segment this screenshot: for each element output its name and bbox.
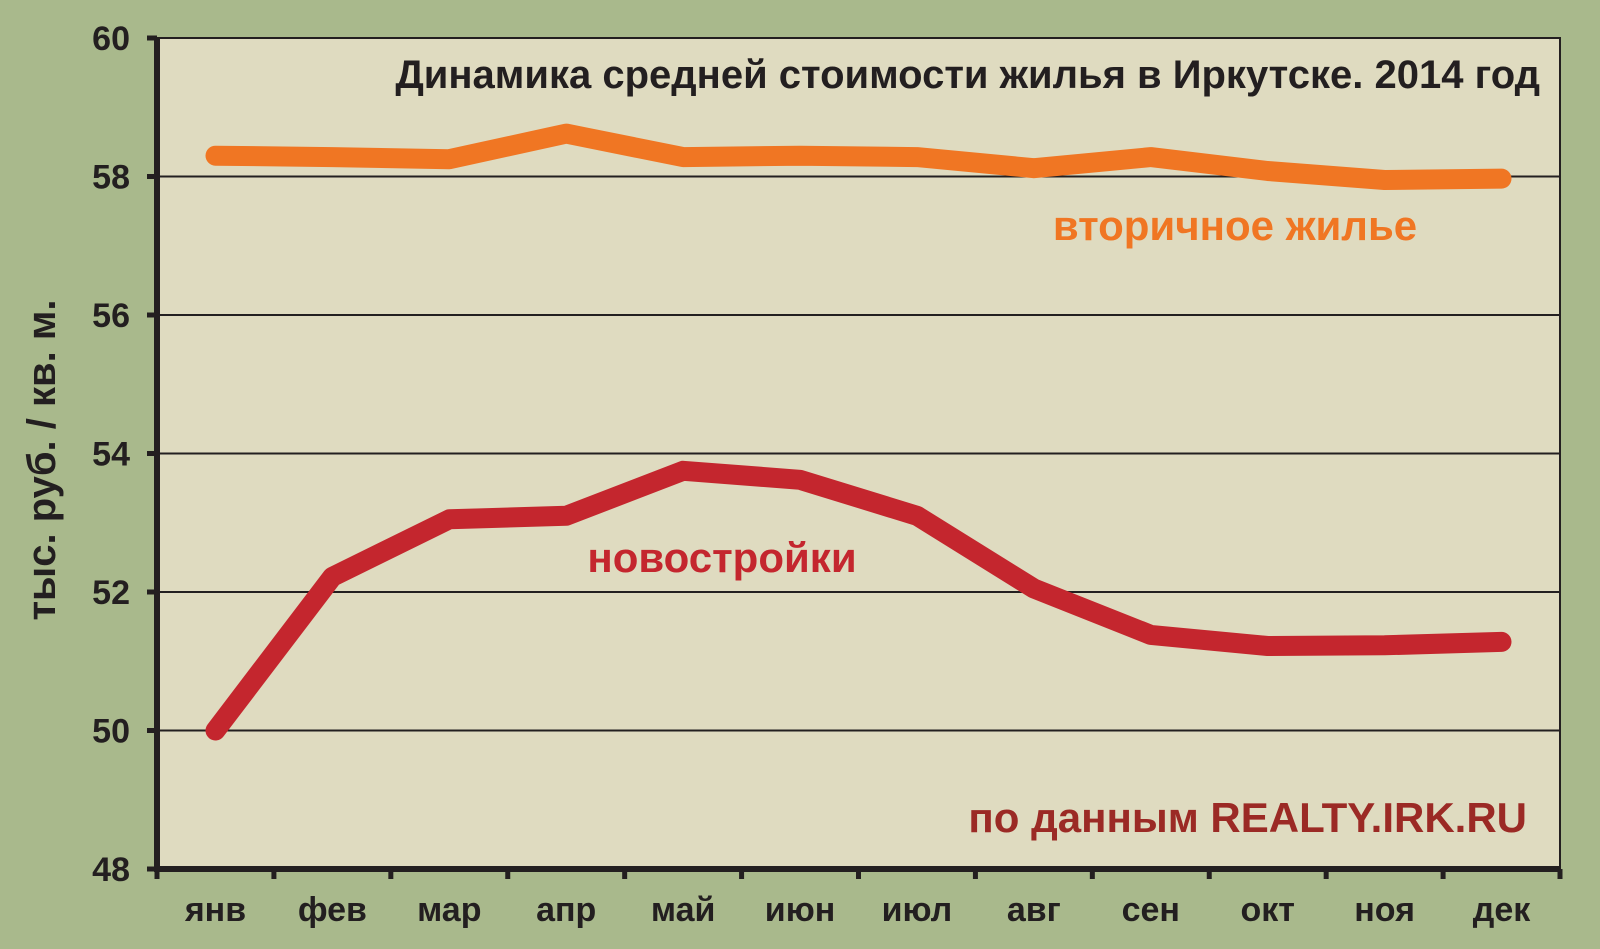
- data-point: [448, 518, 450, 520]
- x-tick-label: сен: [1122, 891, 1180, 929]
- data-point: [916, 156, 918, 158]
- y-tick-label: 58: [92, 159, 130, 197]
- x-tick-label: апр: [536, 891, 596, 929]
- x-tick-label: июл: [882, 891, 953, 929]
- y-tick-label: 48: [92, 851, 130, 889]
- data-source-note: по данным REALTY.IRK.RU: [968, 794, 1527, 841]
- data-point: [1384, 644, 1386, 646]
- series-label-new: новостройки: [587, 534, 856, 581]
- x-tick-label: ноя: [1354, 891, 1415, 929]
- axes: [147, 35, 1563, 879]
- x-tick-label: фев: [298, 891, 367, 929]
- y-tick-label: 60: [92, 20, 130, 58]
- x-tick-label: окт: [1240, 891, 1294, 929]
- series-label-secondary: вторичное жилье: [1053, 202, 1417, 249]
- data-point: [1501, 178, 1503, 180]
- data-point: [1033, 167, 1035, 169]
- data-point: [214, 730, 216, 731]
- x-tick-label: май: [651, 891, 716, 929]
- data-point: [1033, 588, 1035, 590]
- x-tick-label: авг: [1007, 891, 1061, 929]
- data-point: [214, 155, 216, 157]
- data-point: [1267, 645, 1269, 647]
- data-point: [1501, 641, 1503, 643]
- data-point: [1384, 179, 1386, 181]
- series-layer: [205, 123, 1512, 741]
- y-tick-label: 52: [92, 574, 130, 612]
- data-point: [916, 515, 918, 517]
- series-line-1: [205, 460, 1512, 741]
- data-point: [448, 158, 450, 160]
- data-point: [331, 156, 333, 158]
- data-point: [565, 515, 567, 517]
- data-point: [331, 576, 333, 578]
- data-point: [1150, 156, 1152, 158]
- y-axis-label: тыс. руб. / кв. м.: [20, 299, 64, 620]
- y-tick-label: 56: [92, 297, 130, 335]
- x-tick-label: янв: [184, 891, 246, 929]
- data-point: [799, 155, 801, 157]
- series-line-0: [205, 123, 1512, 190]
- y-tick-label: 54: [92, 436, 130, 474]
- x-tick-labels: янв фев мар апр май июн июл авг сен окт ноя дек: [184, 891, 1531, 929]
- x-tick-label: дек: [1473, 891, 1531, 929]
- data-point: [1267, 170, 1269, 172]
- data-point: [682, 156, 684, 158]
- data-point: [682, 470, 684, 472]
- y-tick-labels: 48 50 52 54 56 58 60: [92, 20, 130, 889]
- y-tick-label: 50: [92, 713, 130, 751]
- data-point: [1150, 634, 1152, 636]
- data-point: [799, 479, 801, 481]
- x-tick-label: июн: [765, 891, 835, 929]
- data-point: [565, 133, 567, 135]
- chart-title: Динамика средней стоимости жилья в Иркут…: [395, 53, 1540, 97]
- x-tick-label: мар: [417, 891, 481, 929]
